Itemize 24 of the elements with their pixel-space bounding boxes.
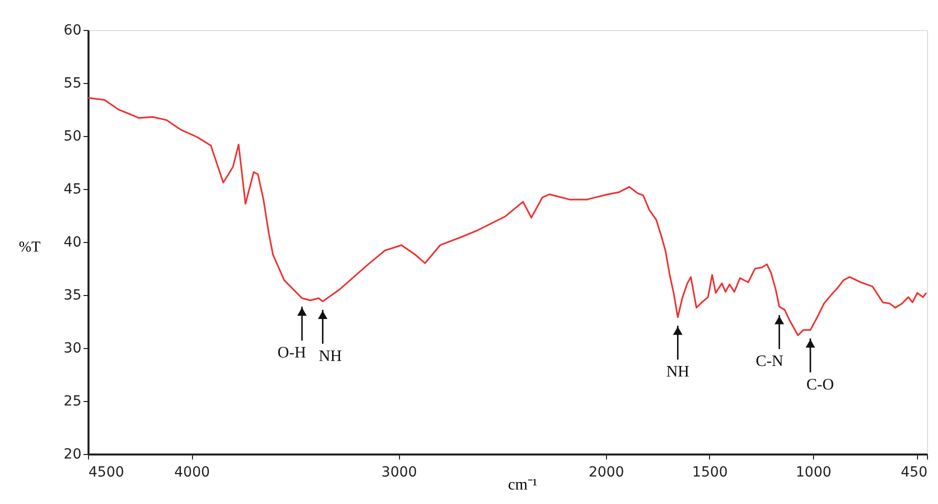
x-tick-label: 4000 [174,464,210,480]
y-tick-label: 35 [64,288,82,304]
line-series [87,97,928,336]
x-axis-title: cm⁻¹ [508,476,538,494]
annotation: NH [318,348,342,365]
annotation: NH [666,364,690,381]
y-tick-label: 40 [64,234,82,250]
y-tick-label: 45 [64,182,82,198]
annotation: O-H [278,344,306,362]
y-tick-label: 20 [64,446,82,462]
y-tick-label: 25 [64,394,82,410]
y-tick-label: 60 [64,22,82,38]
x-tick-label: 1500 [692,464,728,480]
annotation: C-O [806,376,834,394]
y-tick-label: 50 [64,128,82,144]
y-tick-label: 30 [64,340,82,356]
x-tick-label: 2000 [588,464,624,480]
y-tick-label: 55 [64,76,82,92]
x-tick-label: 450 [900,464,928,480]
annotation: C-N [756,353,784,370]
x-tick-label: 3000 [381,464,418,480]
y-axis-title: %T [18,240,40,256]
x-tick-label: 4500 [88,464,124,480]
x-tick-label: 1000 [796,464,832,480]
